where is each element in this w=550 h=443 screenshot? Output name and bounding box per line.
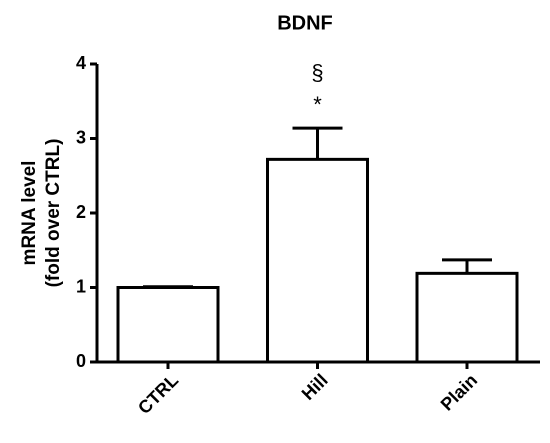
y-tick-label: 1 bbox=[76, 276, 86, 296]
y-axis-label: (fold over CTRL) bbox=[43, 139, 64, 288]
y-axis-label: mRNA level bbox=[19, 161, 40, 266]
bar bbox=[116, 286, 220, 364]
error-bar bbox=[292, 126, 343, 160]
bar bbox=[266, 157, 369, 364]
annotation: § bbox=[311, 60, 323, 85]
y-tick-label: 0 bbox=[76, 351, 86, 371]
x-tick-label: CTRL bbox=[134, 370, 182, 418]
annotation: * bbox=[313, 92, 322, 117]
y-tick-label: 4 bbox=[76, 53, 86, 73]
x-tick-label: Hill bbox=[298, 370, 332, 404]
error-bar bbox=[442, 258, 492, 274]
bar bbox=[415, 271, 519, 364]
y-tick-label: 3 bbox=[76, 127, 86, 147]
y-tick-label: 2 bbox=[76, 202, 86, 222]
chart-title: BDNF bbox=[277, 12, 333, 34]
error-bar bbox=[143, 285, 193, 289]
x-tick-label: Plain bbox=[437, 370, 482, 415]
